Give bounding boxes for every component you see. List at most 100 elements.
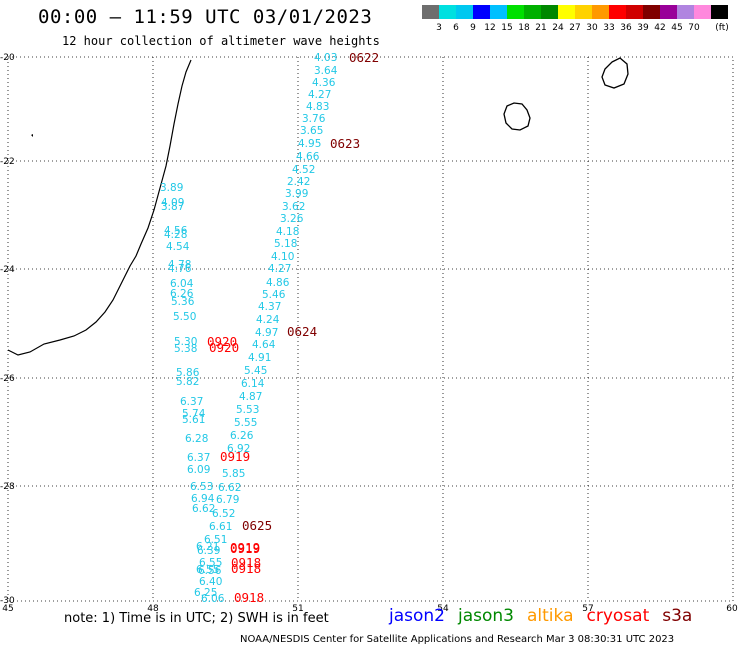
swh-value: 6.40 [199,576,222,588]
legend-s3a: s3a [662,606,693,626]
swh-observations: 4.033.644.364.274.833.763.654.954.664.52… [160,52,338,605]
swh-value: 6.62 [192,503,215,515]
swh-value: 4.36 [312,77,336,89]
color-scale-label: 3 [436,23,442,33]
swh-value: 5.61 [182,414,205,426]
pass-time-label: 0920 [209,340,239,355]
swh-value: 5.50 [173,311,196,323]
legend-altika: altika [527,606,574,626]
color-scale-labels: 3 6 9 12 15 18 21 24 27 30 33 36 39 42 45 70 (ft) [436,23,729,33]
map-subtitle: 12 hour collection of altimeter wave hei… [62,34,380,48]
pass-time-label: 0918 [231,561,261,576]
credit-line: NOAA/NESDIS Center for Satellite Applica… [240,634,675,645]
swh-value: 6.56 [198,565,222,577]
swh-value: 4.56 [164,225,188,237]
swh-value: 5.74 [182,408,206,420]
pass-time-label: 0622 [349,50,379,65]
color-scale-label: 45 [671,23,682,33]
swh-value: 4.83 [306,101,329,113]
swh-value: 4.54 [166,241,190,253]
color-scale-label: 39 [637,23,649,33]
swh-value: 5.53 [236,404,259,416]
swh-value: 4.95 [298,138,321,150]
color-scale-label: 24 [552,23,564,33]
latitude-labels: -20 -22 -24 -26 -28 -30 [0,53,15,606]
graticule [8,57,733,601]
swh-value: 4.64 [252,339,276,351]
color-swatch [609,5,626,19]
color-swatch [558,5,575,19]
lon-label: 57 [582,604,593,614]
color-swatch [524,5,541,19]
swh-value: 4.97 [255,327,278,339]
swh-value: 5.18 [274,238,297,250]
swh-value: 5.46 [262,289,286,301]
pass-time-label: 0918 [231,555,261,570]
lon-label: 51 [292,604,303,614]
mauritius-island [601,57,629,89]
pass-times: 0622062306240625092009200919091909190918… [207,50,379,605]
swh-value: 4.24 [256,314,280,326]
color-swatch [422,5,439,19]
swh-value: 6.28 [185,433,208,445]
color-swatch [575,5,592,19]
pass-time-label: 0918 [234,590,264,605]
swh-value: 5.36 [171,296,195,308]
map-frame [7,56,734,602]
swh-value: 6.26 [230,430,254,442]
footer-note: note: 1) Time is in UTC; 2) SWH is in fe… [64,611,329,626]
color-swatch [711,5,728,19]
swh-value: 6.09 [187,464,210,476]
lon-label: 54 [437,604,449,614]
swh-value: 4.09 [161,197,184,209]
lat-label: -28 [0,482,15,492]
swh-value: 5.38 [174,343,197,355]
color-scale-bar: 3 6 9 12 15 18 21 24 27 30 33 36 39 42 45 70 (ft) [422,5,729,33]
color-scale-label: 18 [518,23,530,33]
color-scale-label: 27 [569,23,580,33]
swh-value: 5.45 [244,365,267,377]
swh-value: 6.06 [201,593,225,605]
swh-value: 3.99 [285,188,308,200]
swh-value: 2.42 [287,176,310,188]
swh-value: 4.66 [296,151,320,163]
legend-cryosat: cryosat [586,606,650,626]
swh-value: 4.78 [168,259,191,271]
color-scale-label: 42 [654,23,665,33]
swh-value: 4.10 [271,251,294,263]
swh-value: 3.76 [302,113,326,125]
color-scale-label: 21 [535,23,546,33]
lat-label: -24 [0,265,15,275]
color-swatch [439,5,456,19]
swh-value: 6.55 [196,564,219,576]
color-scale-label: 9 [470,23,476,33]
swh-value: 6.79 [216,494,239,506]
color-swatch [660,5,677,19]
color-swatch [473,5,490,19]
pass-time-label: 0623 [330,136,360,151]
swh-value: 4.27 [268,263,291,275]
color-scale-unit: (ft) [715,23,729,33]
color-scale-label: 15 [501,23,512,33]
swh-value: 3.89 [160,182,183,194]
pass-time-label: 0920 [207,334,237,349]
madagascar-coastline [7,59,192,356]
lat-label: -22 [0,157,15,167]
lat-label: -26 [0,374,15,384]
lat-label: -20 [0,53,15,63]
color-scale-label: 6 [453,23,459,33]
pass-time-label: 0919 [230,540,260,555]
color-swatches [422,5,728,19]
swh-value: 3.64 [314,65,338,77]
map-title: 00:00 – 11:59 UTC 03/01/2023 [38,6,373,28]
lon-label: 45 [2,604,13,614]
swh-value: 4.91 [248,352,271,364]
color-swatch [592,5,609,19]
pass-time-label: 0625 [242,518,272,533]
legend-jason3: jason3 [458,606,514,626]
swh-value: 6.25 [194,587,217,599]
swh-value: 3.26 [280,213,304,225]
swh-value: 5.55 [234,417,257,429]
swh-value: 6.55 [199,557,222,569]
